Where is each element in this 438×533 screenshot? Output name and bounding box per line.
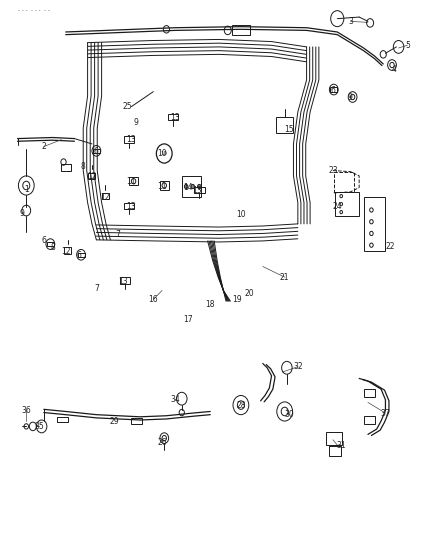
- Text: 17: 17: [184, 316, 193, 324]
- Text: 28: 28: [236, 401, 246, 409]
- Text: 9: 9: [19, 209, 25, 217]
- Text: 6: 6: [76, 252, 81, 260]
- Bar: [61, 164, 71, 171]
- Text: 6: 6: [330, 86, 336, 95]
- Bar: [120, 277, 130, 284]
- Text: 13: 13: [170, 113, 180, 122]
- Bar: [364, 416, 375, 424]
- Text: 4: 4: [392, 65, 397, 74]
- Bar: [102, 193, 109, 199]
- Bar: [232, 25, 250, 35]
- Text: 12: 12: [61, 247, 71, 256]
- Bar: [129, 177, 138, 185]
- Text: 30: 30: [284, 410, 294, 419]
- Text: 7: 7: [94, 285, 99, 293]
- Text: 19: 19: [232, 295, 241, 304]
- Bar: [160, 181, 169, 190]
- Bar: [334, 172, 354, 192]
- Text: 37: 37: [381, 409, 390, 417]
- Text: 18: 18: [205, 301, 215, 309]
- Text: 26: 26: [157, 438, 167, 447]
- Bar: [335, 192, 359, 216]
- Text: 22: 22: [385, 242, 395, 251]
- Text: 25: 25: [122, 102, 132, 111]
- Text: 34: 34: [170, 395, 180, 404]
- Text: 6: 6: [41, 237, 46, 245]
- Text: 14: 14: [184, 183, 193, 192]
- Text: 36: 36: [21, 406, 31, 415]
- Text: 7: 7: [116, 230, 121, 239]
- Bar: [57, 417, 68, 422]
- Text: 15: 15: [284, 125, 294, 134]
- Text: 20: 20: [245, 289, 254, 297]
- Circle shape: [184, 184, 188, 189]
- Text: 10: 10: [157, 149, 167, 158]
- Bar: [364, 197, 385, 251]
- Bar: [47, 242, 54, 246]
- Bar: [168, 114, 178, 120]
- Text: 16: 16: [148, 295, 158, 304]
- Text: 35: 35: [35, 422, 44, 431]
- Text: 8: 8: [81, 162, 85, 171]
- Bar: [93, 149, 100, 153]
- Text: 11: 11: [127, 177, 136, 185]
- Text: 10: 10: [236, 210, 246, 219]
- Text: 6: 6: [94, 148, 99, 156]
- Text: 2: 2: [42, 142, 46, 151]
- Bar: [88, 173, 95, 179]
- Text: 32: 32: [293, 362, 303, 371]
- Bar: [330, 87, 337, 92]
- Bar: [131, 418, 142, 424]
- Bar: [326, 432, 342, 445]
- Text: 13: 13: [192, 186, 202, 195]
- Bar: [124, 203, 134, 209]
- Text: 12: 12: [87, 173, 97, 181]
- Text: 8: 8: [50, 244, 55, 252]
- Text: 21: 21: [280, 273, 290, 281]
- Text: 12: 12: [100, 193, 110, 201]
- Text: 23: 23: [328, 166, 338, 175]
- Text: - - -  - - -  - -: - - - - - - - -: [18, 8, 49, 13]
- Bar: [364, 389, 375, 397]
- Circle shape: [191, 184, 194, 189]
- Text: 9: 9: [348, 93, 353, 101]
- Bar: [194, 187, 205, 193]
- Text: 9: 9: [133, 118, 138, 127]
- Text: 5: 5: [405, 41, 410, 50]
- Bar: [124, 136, 134, 143]
- Text: 1: 1: [24, 185, 28, 193]
- Text: 10: 10: [161, 151, 168, 156]
- Text: 11: 11: [157, 182, 167, 191]
- Bar: [64, 247, 71, 254]
- Text: 13: 13: [127, 135, 136, 144]
- Bar: [78, 253, 85, 257]
- Text: 13: 13: [118, 277, 127, 286]
- Bar: [276, 117, 293, 133]
- Text: 29: 29: [109, 417, 119, 425]
- Bar: [182, 176, 201, 197]
- Bar: [328, 446, 341, 456]
- Circle shape: [198, 184, 201, 189]
- Text: 3: 3: [348, 17, 353, 26]
- Text: 24: 24: [332, 202, 342, 211]
- Text: 13: 13: [127, 203, 136, 211]
- Text: 31: 31: [337, 441, 346, 449]
